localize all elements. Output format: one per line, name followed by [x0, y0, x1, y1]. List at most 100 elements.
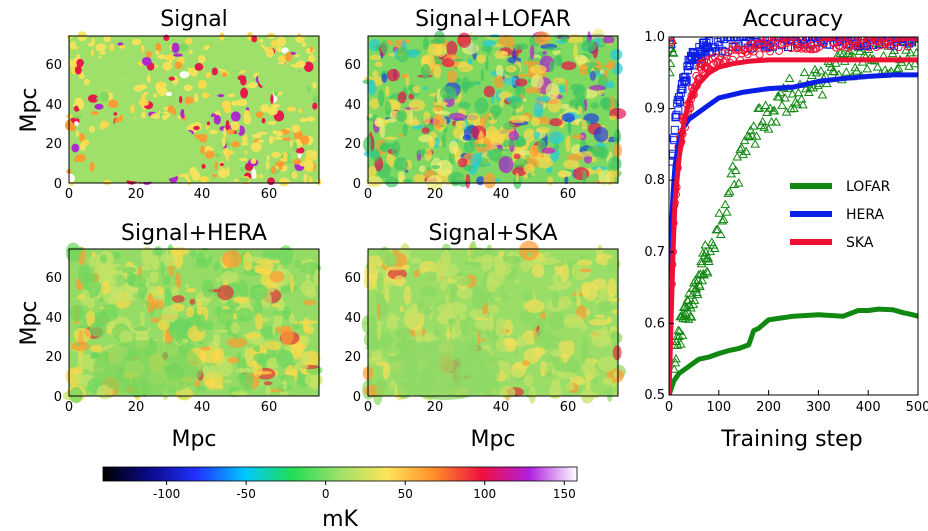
- heatmap-texture-blob: [376, 272, 384, 293]
- heatmap-texture-blob: [239, 157, 248, 162]
- heatmap-panel-signal: Signal Mpc 0 20 40 60 0 20 40 60: [17, 7, 322, 202]
- heatmap-texture-blob: [303, 61, 314, 73]
- data-point: [911, 47, 918, 57]
- heatmap-texture-blob: [512, 48, 517, 60]
- data-point: [897, 37, 906, 42]
- heatmap-texture-blob: [512, 254, 518, 275]
- heatmap-texture-blob: [600, 98, 609, 107]
- heatmap-texture-blob: [312, 102, 318, 110]
- heatmap-texture-blob: [385, 85, 390, 97]
- data-point: [803, 37, 812, 44]
- heatmap-texture-blob: [380, 40, 389, 54]
- heatmap-texture-blob: [285, 51, 293, 62]
- heatmap-texture-blob: [489, 105, 502, 117]
- heatmap-texture-blob: [433, 64, 442, 79]
- heatmap-texture-blob: [122, 266, 137, 274]
- heatmap-texture-blob: [361, 314, 378, 335]
- heatmap-texture-blob: [209, 364, 217, 380]
- heatmap-texture-blob: [412, 92, 420, 96]
- panel-title: Signal+HERA: [121, 221, 267, 246]
- heatmap-texture-blob: [434, 43, 447, 58]
- data-point: [733, 44, 742, 53]
- heatmap-texture-blob: [243, 256, 263, 262]
- heatmap-texture-blob: [178, 95, 183, 104]
- heatmap-texture-blob: [221, 137, 226, 148]
- data-point: [780, 92, 790, 102]
- heatmap-texture-blob: [602, 35, 615, 44]
- heatmap-texture-blob: [610, 332, 623, 344]
- heatmap-texture-blob: [513, 175, 522, 189]
- data-point: [676, 97, 685, 106]
- heatmap-texture-blob: [548, 131, 564, 145]
- heatmap-texture-blob: [384, 176, 399, 188]
- heatmap-texture-blob: [183, 84, 193, 92]
- heatmap-texture-blob: [486, 304, 499, 314]
- heatmap-texture-blob: [243, 374, 254, 391]
- x-tick-label: 20: [427, 187, 444, 202]
- heatmap-texture-blob: [494, 50, 508, 60]
- heatmap-texture-blob: [208, 254, 213, 264]
- heatmap-texture-blob: [513, 153, 521, 160]
- data-point: [830, 58, 841, 67]
- heatmap-texture-blob: [292, 158, 302, 165]
- heatmap-texture-blob: [593, 126, 609, 143]
- heatmap-texture-blob: [184, 283, 190, 289]
- heatmap-texture-blob: [271, 151, 281, 158]
- heatmap-texture-blob: [527, 252, 533, 257]
- heatmap-texture-blob: [440, 276, 448, 292]
- heatmap-texture-blob: [535, 96, 551, 103]
- x-tick-label: 40: [194, 187, 211, 202]
- heatmap-texture-blob: [375, 361, 388, 367]
- y-tick-label: 40: [45, 311, 62, 326]
- heatmap-texture-blob: [206, 121, 210, 126]
- heatmap-texture-blob: [260, 104, 271, 113]
- heatmap-texture-blob: [301, 42, 307, 47]
- heatmap-texture-blob: [588, 318, 610, 326]
- x-tick-label: 40: [493, 187, 510, 202]
- x-tick-label: 0: [65, 187, 73, 202]
- heatmap-texture-blob: [566, 381, 575, 391]
- heatmap-texture-blob: [309, 46, 314, 53]
- heatmap-texture-blob: [524, 87, 542, 94]
- heatmap-texture-blob: [402, 178, 413, 183]
- heatmap-texture-blob: [83, 78, 90, 86]
- heatmap-texture-blob: [290, 339, 304, 360]
- heatmap-texture-blob: [133, 326, 149, 332]
- heatmap-texture-blob: [265, 340, 282, 351]
- heatmap-texture-blob: [455, 277, 473, 286]
- heatmap-texture-blob: [151, 255, 160, 271]
- plot-frame: [668, 36, 919, 396]
- data-point: [902, 37, 911, 41]
- heatmap-texture-blob: [261, 117, 266, 124]
- data-point: [789, 103, 799, 112]
- data-point: [715, 229, 726, 239]
- heatmap-texture-blob: [80, 289, 91, 306]
- heatmap-texture-blob: [245, 84, 256, 88]
- heatmap-texture-blob: [597, 356, 617, 372]
- heatmap-texture-blob: [486, 45, 491, 56]
- heatmap-texture-blob: [579, 268, 592, 273]
- x-tick-label: 400: [856, 400, 881, 415]
- heatmap-texture-blob: [523, 128, 536, 143]
- data-point: [735, 144, 746, 153]
- heatmap-texture-blob: [96, 97, 100, 101]
- heatmap-texture-blob: [608, 156, 622, 171]
- data-point: [674, 326, 685, 335]
- data-point: [761, 37, 770, 45]
- heatmap-texture-blob: [505, 64, 517, 73]
- heatmap-texture-blob: [431, 165, 440, 170]
- heatmap-texture-blob: [194, 62, 204, 71]
- heatmap-texture-blob: [611, 309, 619, 314]
- colorbar-ticks: -100 -50 0 50 100 150: [153, 481, 576, 501]
- data-point: [793, 87, 804, 97]
- heatmap-texture-blob: [300, 280, 316, 296]
- data-point: [695, 281, 705, 290]
- heatmap-texture-blob: [275, 161, 286, 167]
- heatmap-texture-blob: [370, 148, 381, 162]
- heatmap-texture-blob: [376, 321, 382, 341]
- heatmap-texture-blob: [251, 133, 262, 139]
- heatmap-texture-blob: [292, 323, 300, 330]
- heatmap-texture-blob: [367, 80, 377, 96]
- heatmap-texture-blob: [595, 167, 602, 176]
- heatmap-texture-blob: [279, 157, 288, 162]
